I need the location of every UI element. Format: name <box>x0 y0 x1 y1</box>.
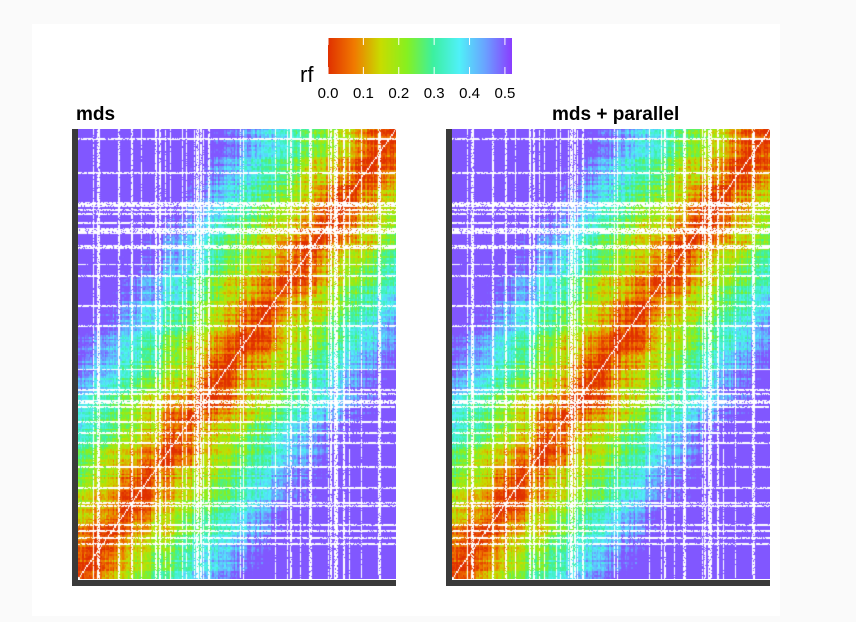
legend-tick-label: 0.5 <box>494 85 516 102</box>
legend-tick-label: 0.1 <box>352 85 374 102</box>
heatmap-mds <box>78 129 396 579</box>
heatmap-mds-parallel <box>452 129 770 579</box>
y-axis-bar-mds-parallel <box>446 129 452 586</box>
legend-tick-label: 0.3 <box>423 85 445 102</box>
legend-title: rf <box>300 62 314 87</box>
figure: rf 0.0 0.1 0.2 0.3 0.4 0.5 mds mds + parallel <box>32 24 780 616</box>
panel-title-mds: mds <box>76 104 116 125</box>
color-legend <box>327 38 512 74</box>
legend-tick-label: 0.4 <box>459 85 480 102</box>
y-axis-bar-mds <box>72 129 78 586</box>
legend-color-bar <box>328 38 512 74</box>
legend-tick-label: 0.2 <box>388 85 410 102</box>
x-axis-bar-mds-parallel <box>450 580 770 586</box>
legend-tick-label: 0.0 <box>317 85 339 102</box>
x-axis-bar-mds <box>76 580 396 586</box>
panel-title-mds-parallel: mds + parallel <box>552 104 680 125</box>
